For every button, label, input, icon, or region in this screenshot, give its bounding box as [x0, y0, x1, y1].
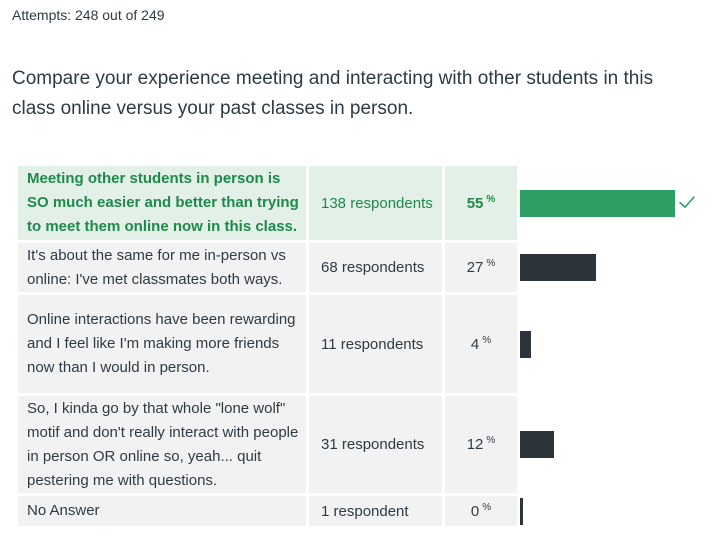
answer-row: Meeting other students in person is SO m… [18, 166, 714, 240]
answer-text: Online interactions have been rewarding … [18, 295, 306, 393]
respondent-count: 138 respondents [309, 166, 442, 240]
percent-bar-track [517, 243, 697, 292]
percent-bar [520, 254, 596, 281]
percent-sign: % [486, 193, 496, 205]
percent-sign: % [486, 435, 496, 446]
answer-row: No Answer 1 respondent 0% [18, 496, 714, 526]
respondent-count: 31 respondents [309, 396, 442, 493]
answer-percent: 0% [445, 496, 517, 526]
percent-bar-track [517, 396, 697, 493]
percent-value: 27 [466, 259, 484, 276]
answer-text: No Answer [18, 496, 306, 526]
percent-bar [520, 330, 531, 358]
answer-row: So, I kinda go by that whole "lone wolf"… [18, 396, 714, 493]
answer-distribution: Meeting other students in person is SO m… [18, 166, 714, 529]
percent-sign: % [482, 501, 492, 513]
answer-text: It's about the same for me in-person vs … [18, 243, 306, 292]
attempts-count: Attempts: 248 out of 249 [12, 7, 165, 23]
respondent-count: 68 respondents [309, 243, 442, 292]
percent-bar [520, 431, 554, 458]
percent-bar [520, 189, 675, 217]
percent-bar [520, 497, 523, 525]
percent-sign: % [486, 258, 496, 269]
percent-sign: % [482, 334, 492, 346]
answer-percent: 4% [445, 295, 517, 393]
answer-row: It's about the same for me in-person vs … [18, 243, 714, 292]
answer-text: So, I kinda go by that whole "lone wolf"… [18, 396, 306, 493]
answer-text: Meeting other students in person is SO m… [18, 166, 306, 240]
respondent-count: 11 respondents [309, 295, 442, 393]
percent-value: 0 [470, 502, 480, 520]
percent-bar-track [517, 166, 697, 240]
percent-value: 4 [470, 335, 480, 353]
percent-value: 55 [466, 194, 484, 212]
percent-bar-track [517, 295, 697, 393]
respondent-count: 1 respondent [309, 496, 442, 526]
question-text: Compare your experience meeting and inte… [12, 68, 654, 119]
answer-row: Online interactions have been rewarding … [18, 295, 714, 393]
answer-percent: 12% [445, 396, 517, 493]
checkmark-icon [679, 196, 695, 208]
percent-bar-track [517, 496, 697, 526]
answer-percent: 27% [445, 243, 517, 292]
percent-value: 12 [466, 436, 484, 453]
answer-percent: 55% [445, 166, 517, 240]
